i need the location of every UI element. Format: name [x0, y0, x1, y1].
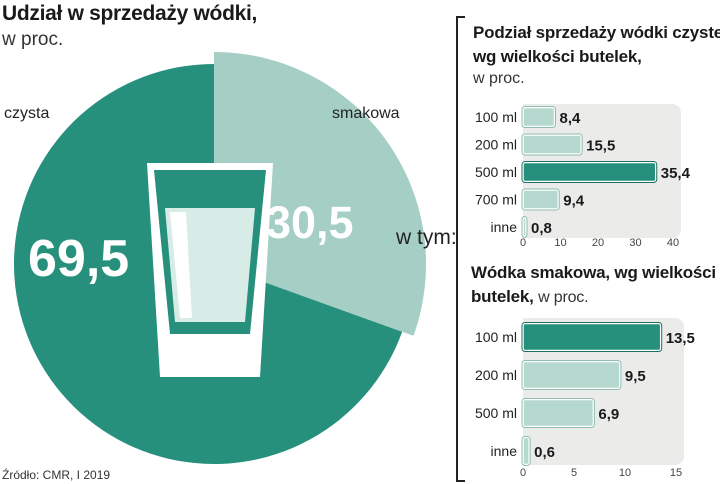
bar-chart-2-bar [522, 436, 530, 466]
bar-chart-2-bar [522, 360, 621, 390]
glass-icon [147, 163, 273, 377]
bar-chart-2-unit: w proc. [538, 289, 589, 306]
bar-chart-2-value-label: 13,5 [666, 330, 695, 347]
bar-chart-1-bar-outline [521, 188, 560, 211]
bar-chart-1-tick-label: 10 [554, 237, 566, 249]
pie-label-czysta: czysta [4, 105, 49, 122]
bar-chart-1-unit: w proc. [473, 70, 525, 87]
bar-chart-2-bar [522, 398, 595, 428]
bar-chart-2-title-line-2: butelek, w proc. [471, 287, 589, 307]
bar-chart-2-category-label: 100 ml [475, 329, 517, 345]
bar-chart-2-tick-label: 0 [520, 467, 526, 479]
main-unit: w proc. [2, 29, 64, 50]
bar-chart-1-value-label: 35,4 [661, 165, 691, 182]
bar-chart-2-value-label: 6,9 [598, 406, 619, 423]
bar-chart-1-value-label: 8,4 [560, 110, 582, 127]
bar-chart-1-bar-outline [521, 161, 658, 183]
bar-chart-1-bar-outline [521, 106, 556, 128]
bar-chart-2-title-text: butelek, [471, 287, 534, 306]
bar-chart-2-tick-label: 15 [670, 467, 682, 479]
pie-chart: czysta smakowa 69,5 30,5 [4, 51, 427, 464]
bar-chart-2-bar-outline [521, 360, 622, 390]
source-note: Źródło: CMR, I 2019 [2, 468, 111, 482]
bar-chart-2-category-label: 500 ml [475, 405, 517, 421]
bar-chart-2-tick-label: 10 [619, 467, 631, 479]
bar-chart-1-value-label: 15,5 [586, 138, 615, 155]
bar-chart-2-category-label: 200 ml [475, 367, 517, 383]
in-which-label: w tym: [396, 226, 457, 249]
bar-chart-1-tick-label: 20 [592, 237, 604, 249]
bar-chart-2-bar-outline [521, 398, 595, 428]
bar-chart-1-category-label: inne [491, 219, 518, 235]
bar-chart-1-title-line-2: wg wielkości butelek, [473, 47, 642, 66]
bar-chart-2-background [523, 318, 684, 465]
pie-value-czysta: 69,5 [28, 230, 129, 288]
bar-chart-1-bar [522, 106, 556, 128]
bar-chart-1-bar [522, 189, 559, 210]
bar-chart-1-tick-label: 40 [667, 237, 679, 249]
bar-chart-1-value-label: 9,4 [563, 193, 585, 210]
bar-chart-1-tick-label: 30 [629, 237, 641, 249]
bar-chart-1-bar [522, 134, 582, 155]
pie-label-smakowa: smakowa [332, 105, 400, 122]
pie-slice-smakowa [214, 51, 427, 336]
bracket-divider [456, 16, 465, 482]
bar-chart-1-bar-outline [521, 133, 583, 156]
bar-chart-1-category-label: 500 ml [475, 164, 517, 180]
bar-chart-2-category-label: inne [491, 443, 518, 459]
bar-chart-2-value-label: 0,6 [534, 444, 555, 461]
bar-chart-1-title-line-1: Podział sprzedaży wódki czystej, [473, 23, 720, 42]
bar-chart-2-title-line-1: Wódka smakowa, wg wielkości [471, 263, 716, 282]
bar-chart-2-bar [522, 322, 662, 352]
bar-chart-1-category-label: 200 ml [475, 137, 517, 153]
bar-chart-1-bar [522, 161, 657, 183]
bar-chart-2-value-label: 9,5 [625, 368, 646, 385]
pie-value-smakowa: 30,5 [266, 197, 354, 248]
bar-chart-2-bar-outline [521, 322, 663, 352]
bar-chart-1-bar [522, 216, 527, 238]
bar-chart-1-value-label: 0,8 [531, 220, 552, 237]
bar-chart-2-bar-outline [521, 436, 531, 466]
bar-chart-1-tick-label: 0 [520, 237, 526, 249]
main-title: Udział w sprzedaży wódki, [2, 2, 258, 25]
bar-chart-1-bar-outline [521, 216, 528, 238]
bar-chart-1-category-label: 100 ml [475, 109, 517, 125]
bar-chart-2-tick-label: 5 [571, 467, 577, 479]
bar-chart-1-category-label: 700 ml [475, 192, 517, 208]
